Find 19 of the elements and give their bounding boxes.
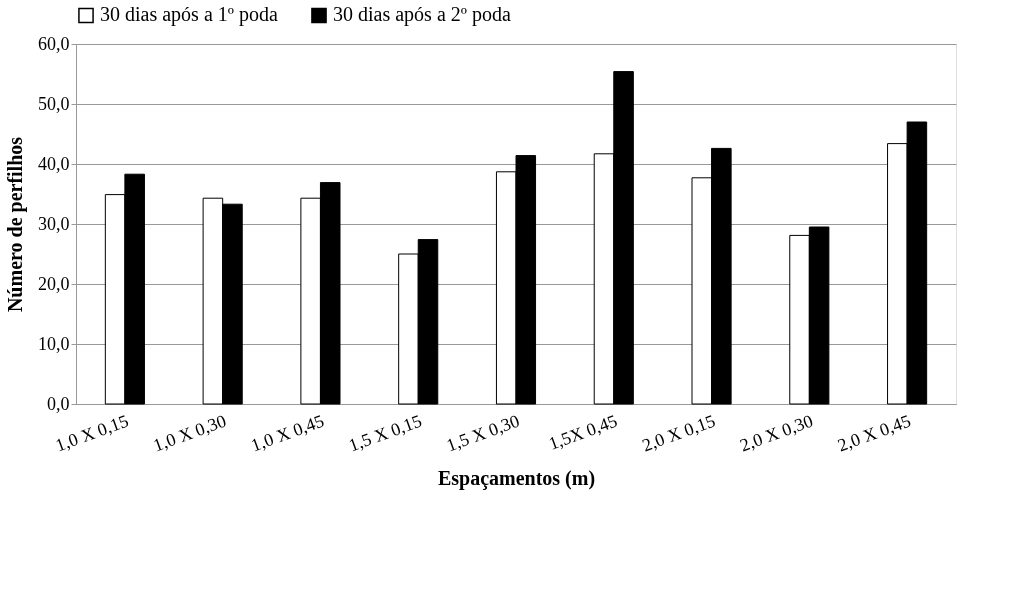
legend-label: 30 dias após a 2º poda (333, 3, 511, 27)
y-tick-label: 20,0 (38, 273, 70, 294)
x-tick-label: 1,5 X 0,30 (443, 410, 523, 456)
x-tick-label: 2,0 X 0,30 (737, 410, 816, 456)
x-tick-label: 1,0 X 0,30 (150, 410, 229, 456)
y-axis-title: Número de perfilhos (4, 136, 27, 313)
x-tick-label: 1,0 X 0,45 (248, 410, 327, 456)
y-tick-label: 60,0 (38, 33, 70, 54)
legend-label: 30 dias após a 1º poda (100, 3, 278, 27)
x-tick-label: 1,5 X 0,15 (346, 410, 425, 456)
x-axis-title: Espaçamentos (m) (437, 467, 596, 491)
x-tick-label: 2,0 X 0,45 (835, 410, 914, 456)
y-tick-label: 50,0 (38, 93, 70, 114)
y-tick-label: 30,0 (38, 213, 70, 234)
y-tick-label: 10,0 (38, 333, 70, 354)
x-tick-label: 1,5X 0,45 (545, 410, 620, 454)
x-tick-label: 2,0 X 0,15 (639, 410, 718, 456)
y-tick-label: 40,0 (38, 153, 70, 174)
y-tick-label: 0,0 (47, 393, 70, 414)
